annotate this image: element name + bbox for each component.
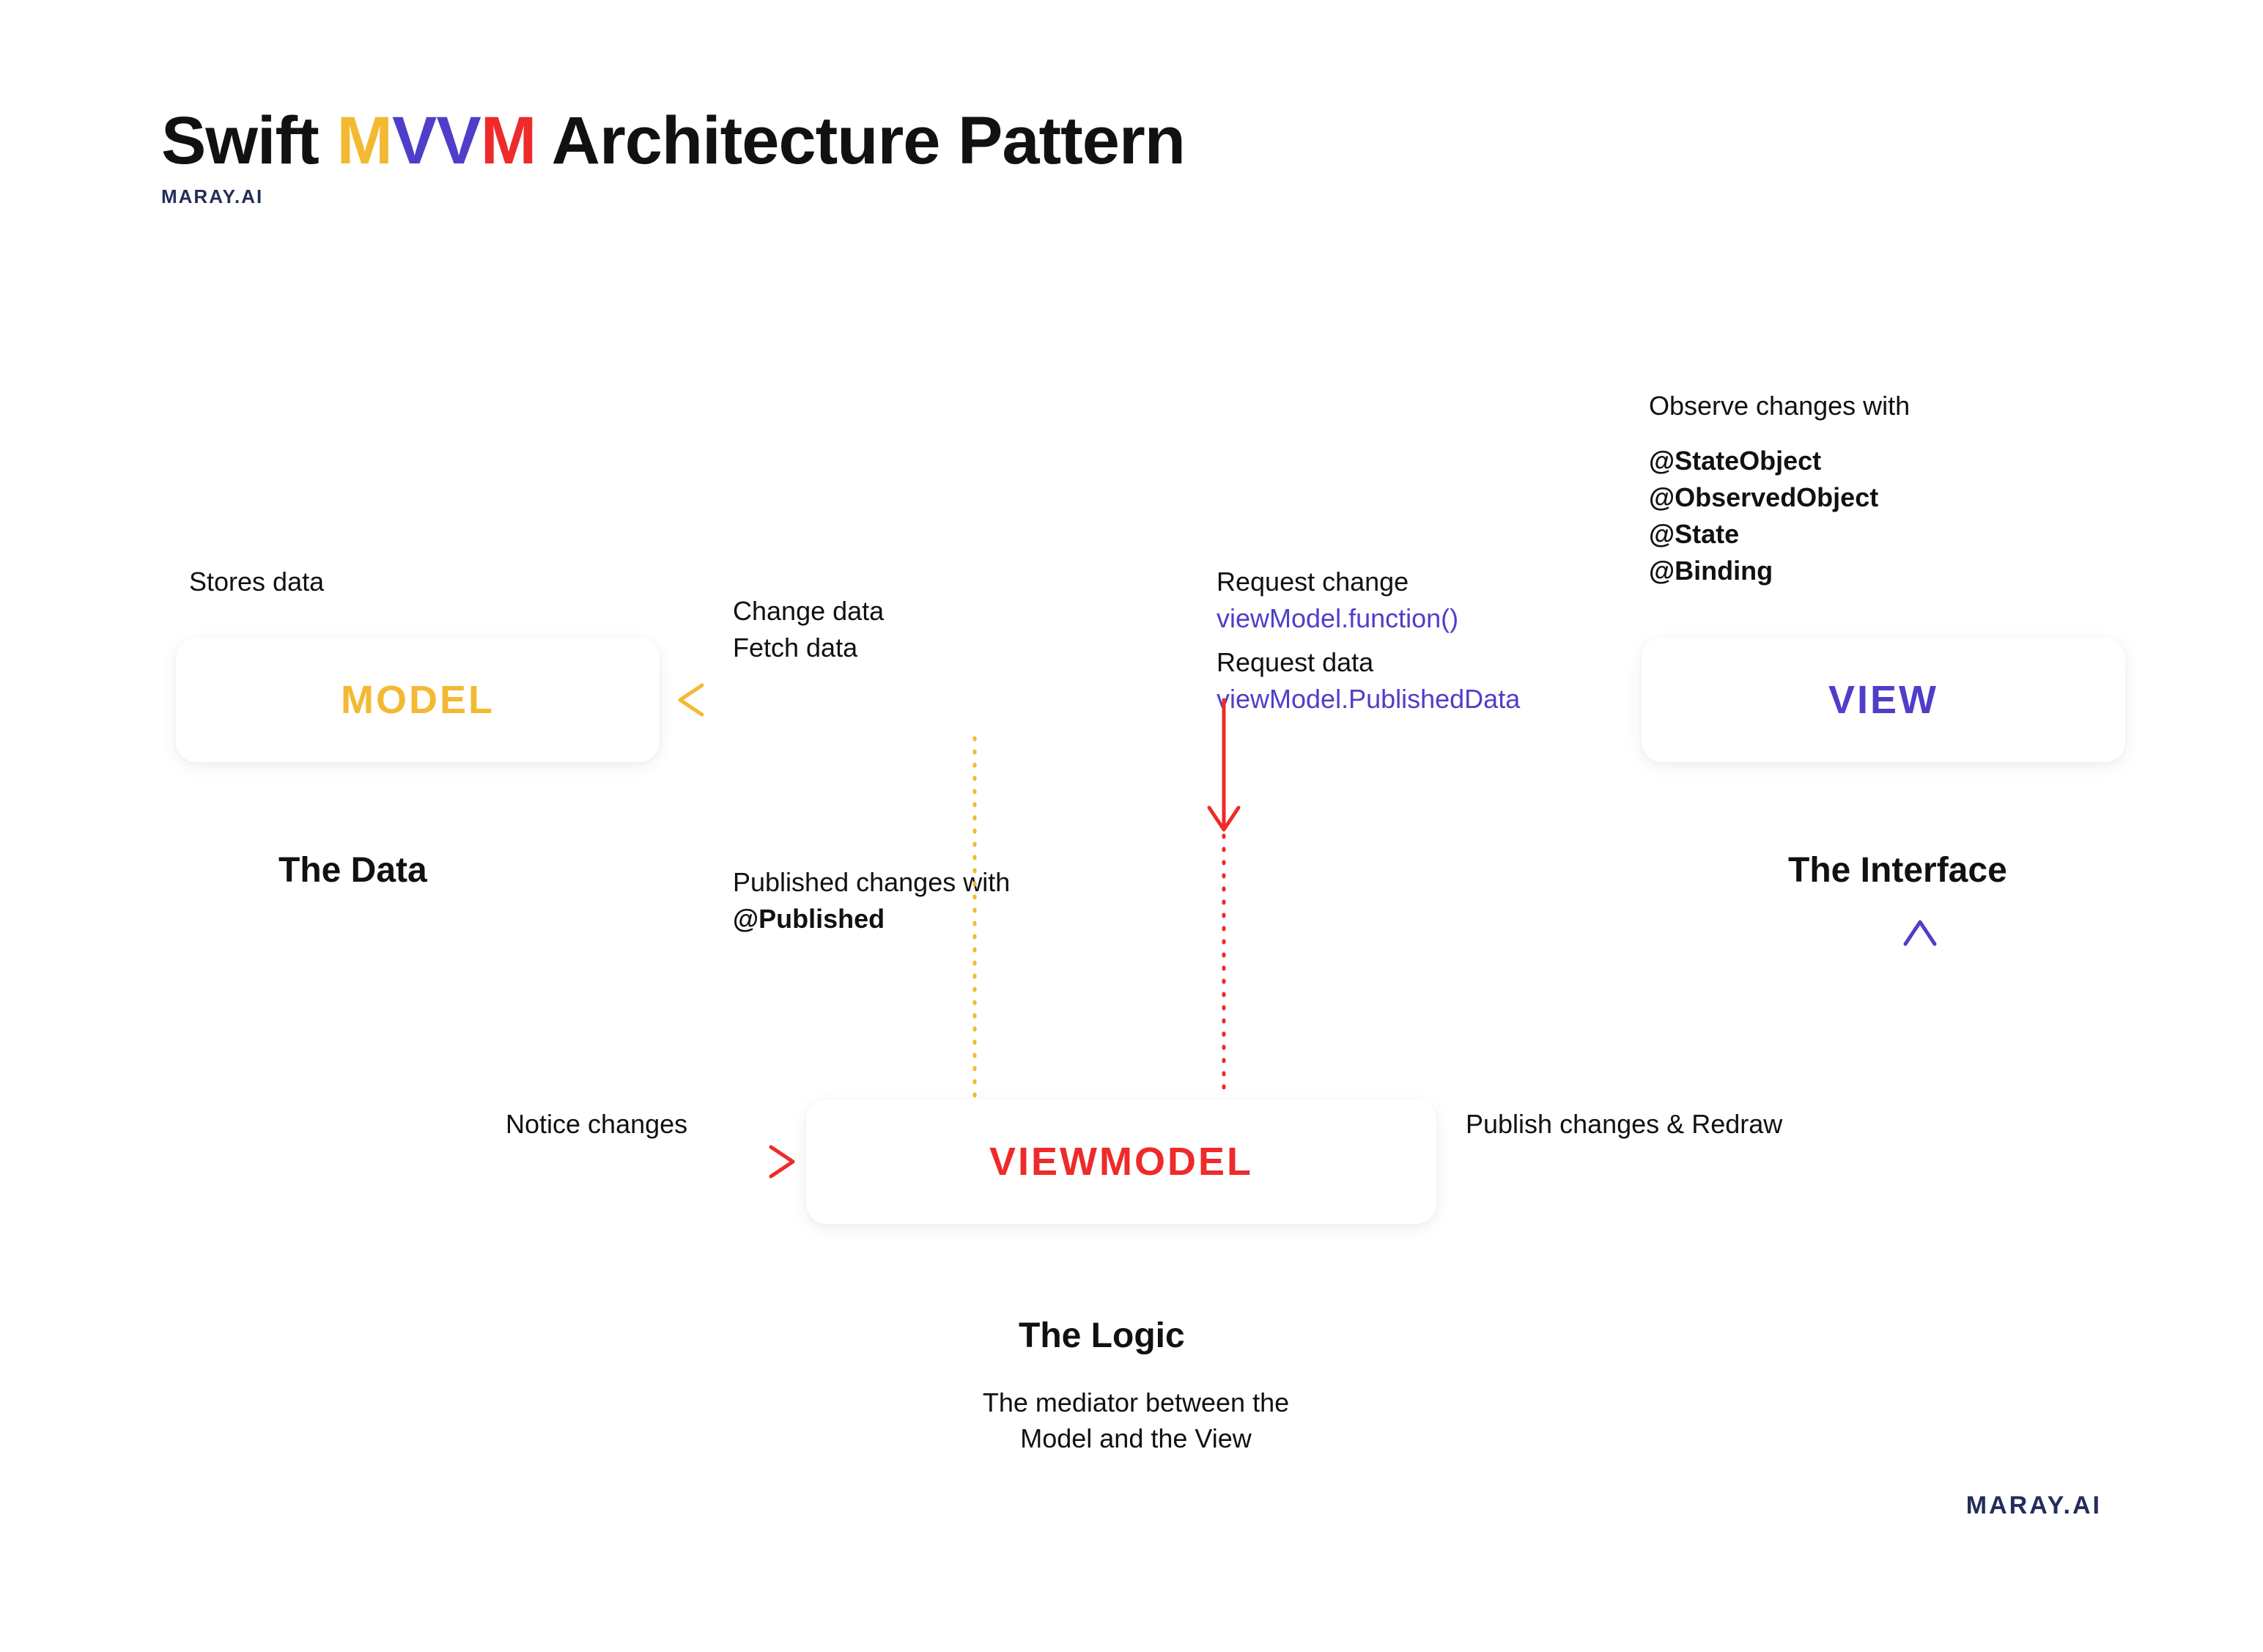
diagram-canvas: Swift MVVM Architecture Pattern MARAY.AI…	[0, 0, 2263, 1652]
caption-logic: The Logic	[1019, 1316, 1185, 1356]
node-view: VIEW	[1642, 638, 2125, 762]
observe-item-2: @State	[1649, 517, 1739, 553]
title-m: M	[336, 103, 392, 178]
title-m2: M	[481, 103, 536, 178]
observe-item-1: @ObservedObject	[1649, 480, 1878, 516]
edge-view-to-vm-data-code: viewModel.PublishedData	[1217, 682, 1520, 718]
edge-vm-to-view-label: Publish changes & Redraw	[1466, 1107, 1782, 1143]
arrow-view-to-vm	[1209, 700, 1634, 830]
title-v1: V	[392, 103, 436, 178]
page-title: Swift MVVM Architecture Pattern	[161, 103, 1185, 180]
edge-vm-publish-line2: @Published	[733, 901, 885, 937]
node-viewmodel-label: VIEWMODEL	[989, 1139, 1253, 1184]
edge-view-to-vm-data-label: Request data	[1217, 645, 1373, 681]
brand-footer: MARAY.AI	[1966, 1491, 2102, 1520]
edge-view-to-vm-change-code: viewModel.function()	[1217, 601, 1458, 637]
node-model-label: MODEL	[341, 677, 495, 723]
observe-heading: Observe changes with	[1649, 388, 1910, 424]
title-v2: V	[436, 103, 480, 178]
title-prefix: Swift	[161, 103, 336, 178]
observe-item-0: @StateObject	[1649, 443, 1821, 479]
observe-item-3: @Binding	[1649, 553, 1773, 589]
model-above-label: Stores data	[189, 564, 324, 600]
caption-interface: The Interface	[1788, 850, 2007, 890]
caption-mediator: The mediator between the Model and the V…	[945, 1385, 1326, 1456]
edge-vm-to-model-line1: Change data	[733, 594, 884, 630]
node-model: MODEL	[176, 638, 660, 762]
brand-under-title: MARAY.AI	[161, 185, 1185, 208]
edge-view-to-vm-change-label: Request change	[1217, 564, 1409, 600]
edge-vm-publish-line1: Published changes with	[733, 865, 1010, 901]
edge-model-to-vm-label: Notice changes	[506, 1107, 687, 1143]
title-block: Swift MVVM Architecture Pattern MARAY.AI	[161, 103, 1185, 208]
edge-vm-to-model-line2: Fetch data	[733, 630, 857, 666]
caption-data: The Data	[278, 850, 427, 890]
node-viewmodel: VIEWMODEL	[806, 1099, 1436, 1224]
title-suffix: Architecture Pattern	[536, 103, 1185, 178]
node-view-label: VIEW	[1828, 677, 1938, 723]
